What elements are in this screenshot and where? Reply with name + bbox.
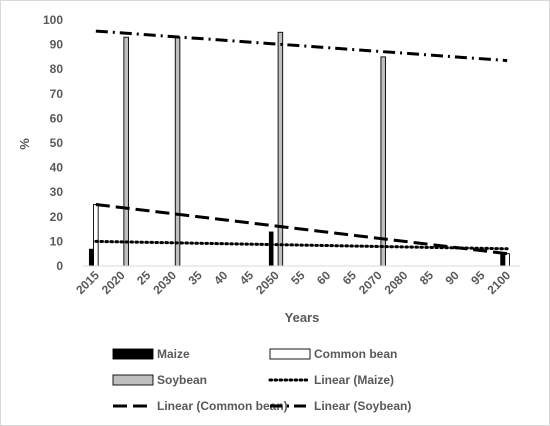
x-tick-label: 40 [211, 268, 231, 288]
x-tick-label: 90 [443, 268, 463, 288]
y-tick-label: 20 [50, 210, 64, 224]
x-tick-label: 45 [237, 268, 257, 288]
trendline-linear-maize [94, 239, 509, 251]
y-tick-label: 40 [50, 161, 64, 175]
legend-swatch [269, 348, 311, 360]
y-tick-label: 0 [56, 259, 63, 273]
legend-label: Maize [157, 347, 190, 361]
x-tick-label: 2020 [99, 268, 128, 297]
legend-label: Linear (Maize) [314, 373, 394, 387]
x-tick-label: 35 [185, 268, 205, 288]
legend-item: Maize [112, 347, 190, 361]
legend-item: Soybean [112, 373, 207, 387]
bar-soybean [123, 36, 129, 267]
y-tick-label: 60 [50, 111, 64, 125]
bar-soybean [174, 36, 181, 267]
legend-label: Common bean [314, 347, 397, 361]
y-tick-label: 80 [50, 62, 64, 76]
y-tick-label: 100 [43, 13, 63, 27]
legend-item: Linear (Soybean) [270, 399, 411, 413]
legend-swatch [112, 374, 154, 386]
x-tick-label: 2015 [73, 268, 102, 297]
legend-swatch [112, 348, 154, 360]
x-tick-label: 95 [468, 268, 488, 288]
x-tick-label: 2100 [484, 268, 513, 297]
bar-maize [500, 253, 505, 266]
legend-item: Linear (Maize) [268, 373, 394, 387]
x-tick-label: 2070 [356, 268, 385, 297]
x-axis-title: Years [285, 310, 320, 325]
legend-label: Linear (Common bean) [157, 399, 288, 413]
x-tick-label: 55 [288, 268, 308, 288]
legend-label: Soybean [157, 373, 207, 387]
x-tick-label: 60 [314, 268, 334, 288]
y-axis-ticks: 0 10 20 30 40 50 60 70 80 90 100 [43, 13, 63, 273]
x-tick-label: 25 [134, 268, 154, 288]
legend-label: Linear (Soybean) [314, 399, 411, 413]
bar-soybean [277, 31, 284, 267]
y-tick-label: 30 [50, 185, 64, 199]
y-axis-title: % [17, 138, 32, 150]
x-tick-label: 65 [340, 268, 360, 288]
y-tick-label: 50 [50, 136, 64, 150]
x-tick-label: 2050 [253, 268, 282, 297]
x-tick-label: 85 [417, 268, 437, 288]
bar-maize [88, 248, 94, 266]
trendline-linear-soybean [95, 29, 508, 63]
y-tick-label: 90 [50, 38, 64, 52]
bar-common-bean [504, 253, 510, 267]
x-tick-label: 2080 [382, 268, 411, 297]
trendline-linear-common-bean [95, 203, 508, 256]
bar-soybean [380, 56, 386, 267]
legend-item: Common bean [269, 347, 397, 361]
bar-common-bean [93, 204, 99, 267]
y-tick-label: 70 [50, 87, 64, 101]
x-tick-label: 2030 [150, 268, 179, 297]
bar-maize [268, 231, 274, 266]
y-tick-label: 10 [50, 234, 64, 248]
legend: Maize Common bean Soybean Linear (Maize) Lin… [112, 347, 411, 413]
legend-item: Linear (Common bean) [113, 399, 288, 413]
plot-area [83, 29, 520, 267]
